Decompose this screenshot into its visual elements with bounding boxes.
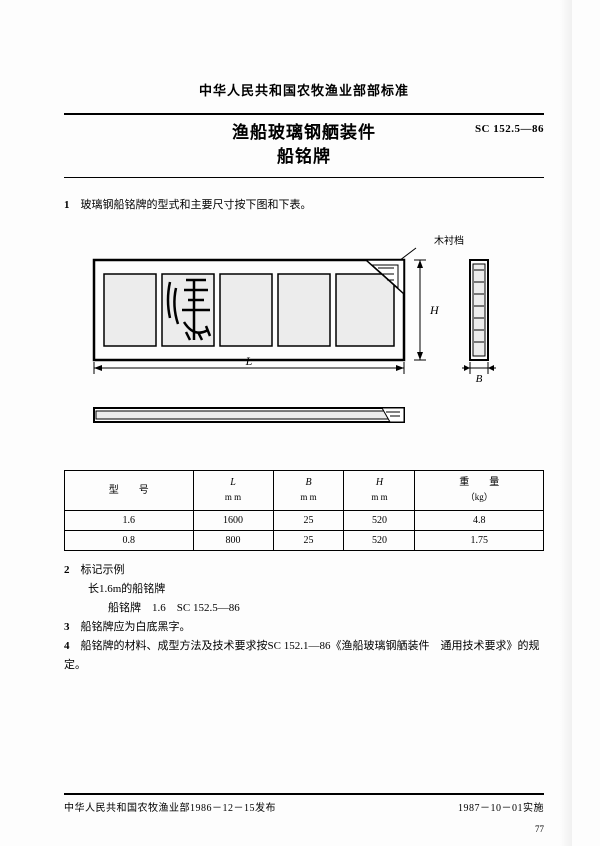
footer-issue: 中华人民共和国农牧渔业部1986－12－15发布 [64,799,276,814]
strip-view [94,408,404,422]
front-view [94,260,404,360]
table-header-row: 型 号 Lm m Bm m Hm m 重 量（kg） [65,471,544,511]
doc-code: SC 152.5—86 [475,123,544,135]
notes-block: 2 标记示例 长1.6m的船铭牌 船铭牌 1.6 SC 152.5—86 3 船… [64,561,544,675]
footer-rule [64,793,544,795]
svg-text:H: H [429,303,440,317]
cell-weight: 1.75 [415,531,544,551]
th-B: Bm m [273,471,344,511]
dept-title: 中华人民共和国农牧渔业部部标准 [64,80,544,99]
cell-model: 0.8 [65,531,194,551]
side-view [470,260,488,360]
section-1-number: 1 [64,199,70,211]
table-row: 0.8 800 25 520 1.75 [65,531,544,551]
th-H: Hm m [344,471,415,511]
main-title-line1: 渔船玻璃钢舾装件 [64,121,544,145]
dim-B: B [462,362,496,385]
note-2: 2 标记示例 [64,561,544,580]
cell-B: 25 [273,511,344,531]
page-number: 77 [535,824,544,834]
header-block: 中华人民共和国农牧渔业部部标准 渔船玻璃钢舾装件 船铭牌 SC 152.5—86 [64,80,544,178]
note-3: 3 船铭牌应为白底黑字。 [64,618,544,637]
note-2-sub1: 长1.6m的船铭牌 [64,580,544,599]
footer-effective: 1987－10－01实施 [458,799,544,814]
cell-H: 520 [344,511,415,531]
main-title: 渔船玻璃钢舾装件 船铭牌 [64,121,544,169]
document-page: 中华人民共和国农牧渔业部部标准 渔船玻璃钢舾装件 船铭牌 SC 152.5—86… [0,0,600,846]
th-weight: 重 量（kg） [415,471,544,511]
dim-H: H [414,260,440,360]
footer: 中华人民共和国农牧渔业部1986－12－15发布 1987－10－01实施 [64,793,544,814]
note-2-sub2: 船铭牌 1.6 SC 152.5—86 [64,599,544,618]
svg-text:L: L [245,354,253,368]
section-1: 1 玻璃钢船铭牌的型式和主要尺寸按下图和下表。 [64,196,544,214]
cell-L: 1600 [193,511,273,531]
spec-table: 型 号 Lm m Bm m Hm m 重 量（kg） 1.6 1600 25 5… [64,470,544,551]
figure-area: 木衬档 [64,230,544,450]
rule-thin-under-title [64,177,544,178]
section-1-text: 玻璃钢船铭牌的型式和主要尺寸按下图和下表。 [81,199,312,211]
cell-L: 800 [193,531,273,551]
cell-B: 25 [273,531,344,551]
scan-shadow [560,0,572,846]
note-4: 4 船铭牌的材料、成型方法及技术要求按SC 152.1—86《渔船玻璃钢舾装件 … [64,637,544,675]
cell-H: 520 [344,531,415,551]
rule-thick-top [64,113,544,115]
main-title-line2: 船铭牌 [64,145,544,169]
title-row: 渔船玻璃钢舾装件 船铭牌 SC 152.5—86 [64,121,544,171]
table-row: 1.6 1600 25 520 4.8 [65,511,544,531]
svg-text:B: B [476,373,483,385]
diagram-svg: 木衬档 [84,230,524,450]
cell-model: 1.6 [65,511,194,531]
th-L: Lm m [193,471,273,511]
dim-L: L [94,354,404,374]
cell-weight: 4.8 [415,511,544,531]
th-model: 型 号 [65,471,194,511]
callout-label: 木衬档 [434,234,464,247]
footer-row: 中华人民共和国农牧渔业部1986－12－15发布 1987－10－01实施 [64,799,544,814]
